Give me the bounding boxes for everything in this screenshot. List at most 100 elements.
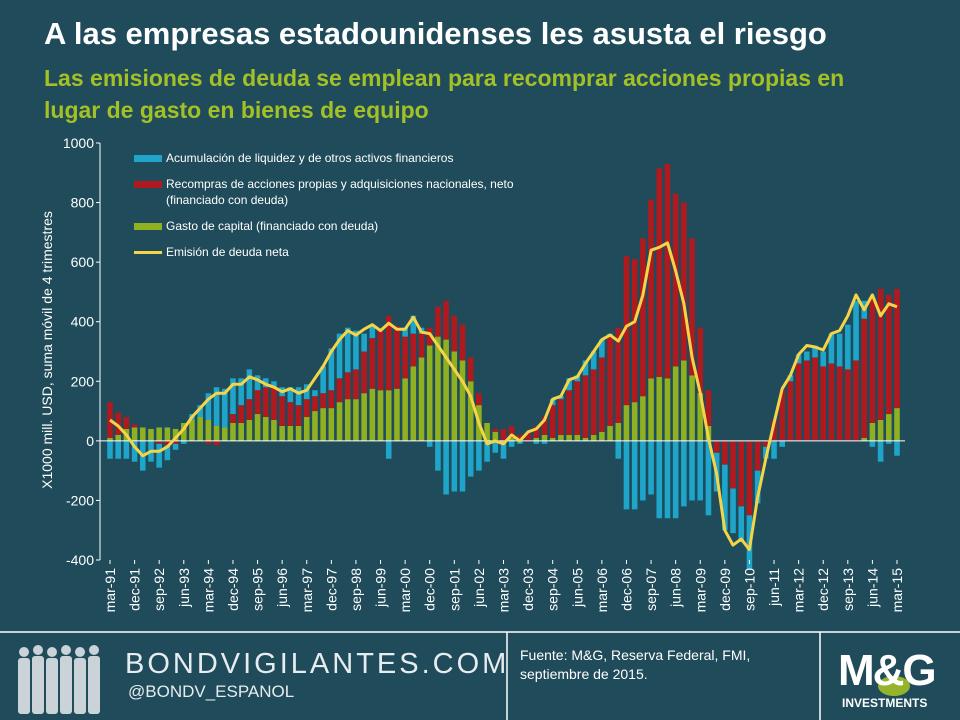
bar xyxy=(713,440,720,453)
bar xyxy=(230,422,236,441)
bar xyxy=(443,339,449,441)
bar xyxy=(508,425,515,438)
bar xyxy=(271,420,277,441)
bar xyxy=(320,393,326,409)
x-tick-label: jun-93 xyxy=(176,568,192,608)
bar xyxy=(631,440,638,510)
bar xyxy=(123,440,130,459)
x-tick-label: sep-92 xyxy=(151,568,167,611)
bar xyxy=(262,417,269,441)
x-tick-label: mar-12 xyxy=(791,568,807,613)
bar xyxy=(459,440,466,492)
legend-entry: Gasto de capital (financiado con deuda) xyxy=(134,218,554,234)
title: A las empresas estadounidenses les asust… xyxy=(44,16,827,51)
bar xyxy=(599,339,605,358)
x-tick-label: dec-03 xyxy=(520,568,536,611)
bar xyxy=(886,414,892,441)
bar xyxy=(877,288,884,421)
bar xyxy=(566,434,572,441)
logo-mark xyxy=(878,676,910,696)
y-tick-label: 0 xyxy=(86,433,94,449)
bar xyxy=(738,506,745,543)
bar xyxy=(435,306,441,337)
bar xyxy=(254,414,261,441)
bar xyxy=(344,327,351,373)
bar xyxy=(599,357,605,432)
legend-entry: Emisión de deuda neta xyxy=(134,244,554,260)
bar xyxy=(664,163,671,379)
bar xyxy=(418,333,425,358)
bar xyxy=(426,327,433,346)
bar xyxy=(385,390,392,441)
bar xyxy=(623,440,630,510)
x-tick-label: dec-94 xyxy=(225,568,241,611)
bar xyxy=(418,357,425,441)
bar xyxy=(845,324,851,370)
bar xyxy=(476,393,482,406)
bar xyxy=(402,336,408,379)
bar xyxy=(484,440,490,462)
bar xyxy=(795,363,802,441)
bar xyxy=(213,387,220,426)
bar xyxy=(377,390,384,441)
bar xyxy=(156,440,162,444)
bar xyxy=(590,369,597,435)
bar xyxy=(189,420,195,441)
bar xyxy=(336,378,343,403)
bar xyxy=(705,440,712,516)
bar xyxy=(664,378,671,441)
bar xyxy=(369,388,376,441)
bar xyxy=(804,351,810,361)
bar xyxy=(689,375,695,441)
bar xyxy=(180,440,187,444)
bar xyxy=(262,387,269,418)
bar xyxy=(221,427,228,441)
bar xyxy=(164,427,171,441)
bar xyxy=(640,396,646,441)
bar xyxy=(451,315,458,352)
bar xyxy=(886,294,892,415)
bar xyxy=(254,390,261,415)
bar xyxy=(246,420,253,441)
x-tick-label: jun-05 xyxy=(569,568,585,608)
bar xyxy=(467,357,474,382)
bar xyxy=(672,366,679,441)
bar xyxy=(451,351,458,441)
bar xyxy=(230,414,236,423)
legend: Acumulación de liquidez y de otros activ… xyxy=(134,150,554,270)
bar xyxy=(295,405,302,426)
bar xyxy=(492,440,499,453)
bar xyxy=(287,402,294,426)
bar xyxy=(303,417,310,441)
x-tick-label: jun-08 xyxy=(668,568,684,608)
bar xyxy=(722,464,728,531)
bar xyxy=(525,431,531,441)
bar xyxy=(459,324,466,361)
bar xyxy=(779,390,786,441)
x-tick-label: dec-09 xyxy=(717,568,733,611)
bar xyxy=(869,297,876,423)
legend-swatch xyxy=(134,223,162,230)
bar xyxy=(369,338,376,389)
bar xyxy=(246,369,253,400)
y-axis-label: X1000 mill. USD, suma móvil de 4 trimest… xyxy=(39,211,55,489)
bar xyxy=(410,333,417,367)
bar xyxy=(107,440,113,459)
bar xyxy=(156,443,162,468)
bar xyxy=(328,390,335,409)
bar xyxy=(271,381,277,388)
bar xyxy=(467,381,474,441)
bar xyxy=(812,357,818,441)
bar xyxy=(558,399,564,435)
bar xyxy=(566,390,572,435)
bar xyxy=(402,327,408,337)
bar xyxy=(344,399,351,441)
bar xyxy=(779,440,786,447)
bar xyxy=(730,488,736,534)
bar xyxy=(238,378,244,406)
bar xyxy=(771,440,777,459)
legend-entry: Recompras de acciones propias y adquisic… xyxy=(134,176,554,208)
bar xyxy=(664,440,671,519)
bar xyxy=(615,440,622,459)
